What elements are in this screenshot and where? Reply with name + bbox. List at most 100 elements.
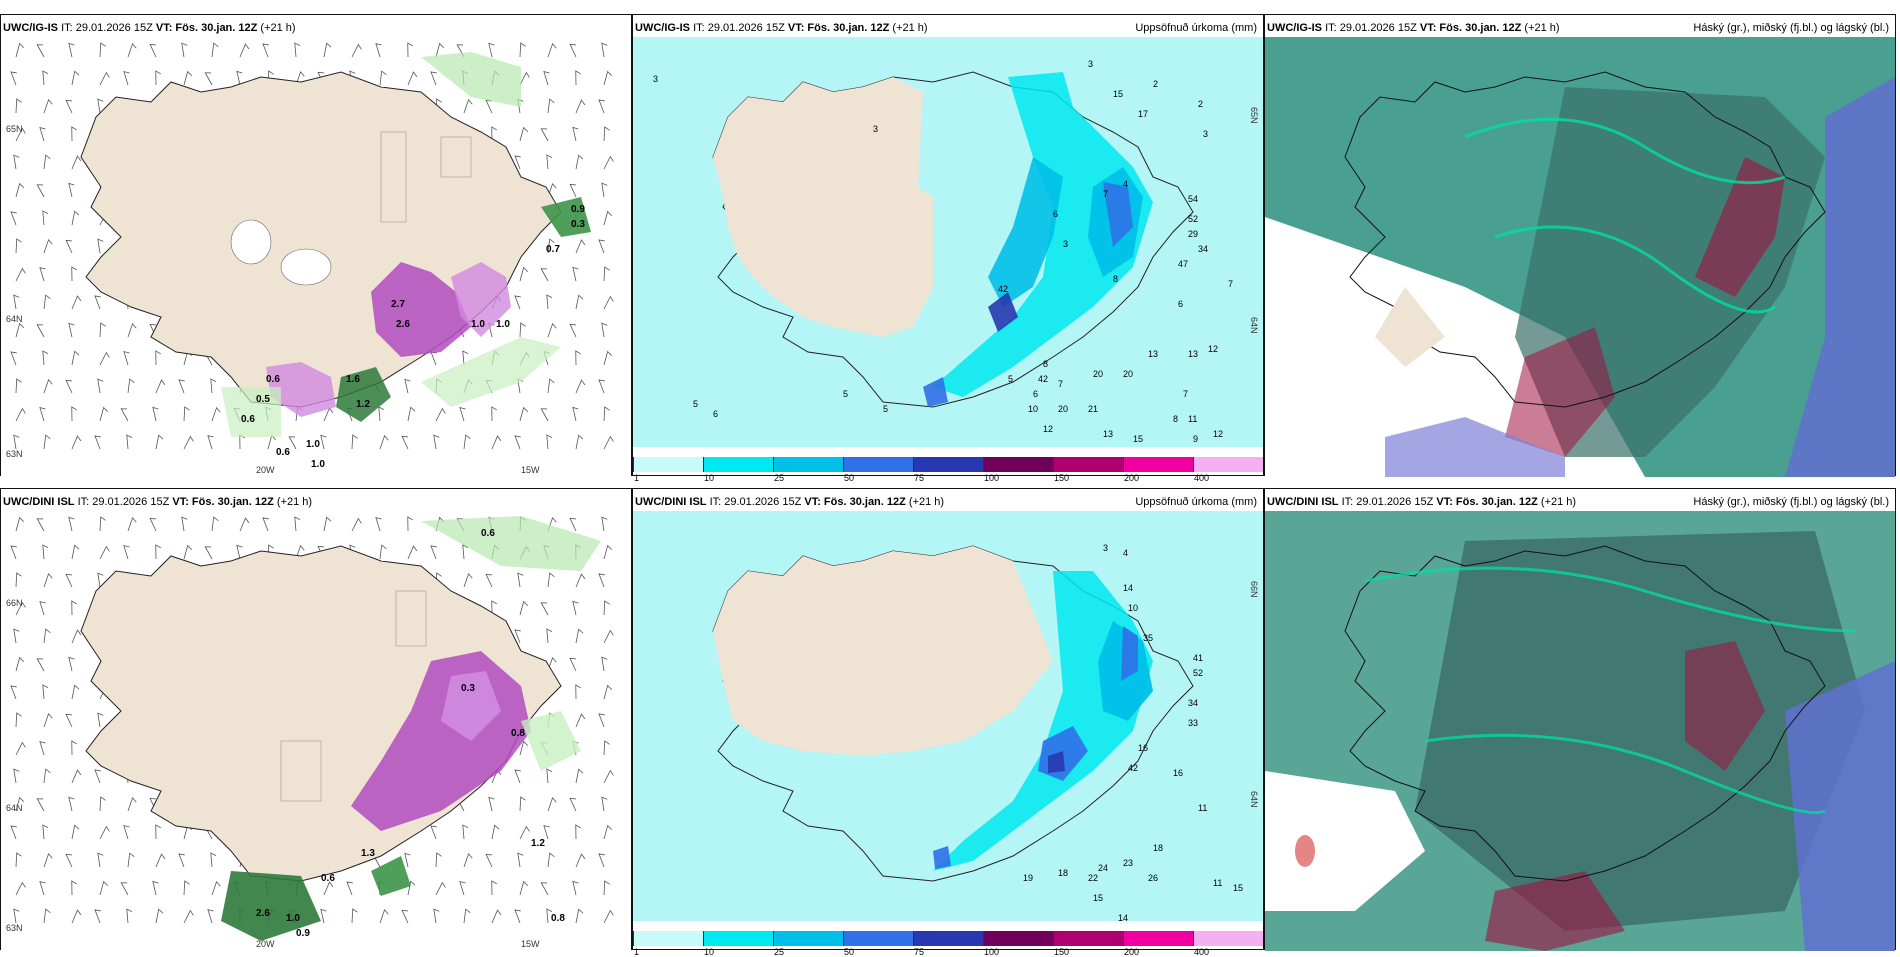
precip-colorbar: 1 10 25 50 75 100 150 200 400	[633, 457, 1263, 483]
colorbar-segment	[633, 457, 703, 472]
precip-value-label: 15	[1233, 883, 1243, 893]
wind-barb	[94, 435, 101, 450]
wind-barb	[514, 769, 521, 784]
wind-barb	[15, 98, 22, 114]
precip-value-label: 0.8	[511, 728, 525, 739]
precip-value-label: 20	[1058, 404, 1068, 414]
wind-barb	[71, 909, 82, 924]
wind-barb	[540, 882, 549, 896]
precip-value-label: 0.3	[461, 683, 475, 694]
wind-barb	[572, 266, 579, 282]
field-title: Uppsöfnuð úrkoma (mm)	[1135, 22, 1257, 34]
wind-barb	[295, 544, 305, 560]
precip-value-label: 0.5	[256, 394, 270, 405]
wind-barb	[10, 545, 17, 560]
precip-values: 0.90.30.72.72.6 1.0 1.00.60.50.61.21.60.61…	[241, 204, 585, 470]
map-cloud-cover	[1265, 511, 1895, 957]
precip-value-label: 3	[1088, 59, 1093, 69]
precip-value-label: 2.7	[391, 299, 405, 310]
wind-barb	[459, 881, 466, 896]
wind-barb	[43, 572, 53, 588]
wind-barb	[120, 408, 129, 422]
wind-barb	[97, 98, 104, 114]
wind-barb	[407, 406, 416, 422]
wind-barb	[15, 796, 24, 812]
wind-barb	[43, 238, 53, 254]
wind-barb	[39, 267, 46, 282]
precip-value-label: 22	[1088, 873, 1098, 883]
wind-barb	[575, 434, 584, 450]
wind-barb	[463, 852, 473, 868]
panel-header: UWC/DINI ISL IT: 29.01.2026 15Z VT: Fös.…	[3, 491, 627, 513]
wind-barb	[127, 322, 137, 338]
wind-barb	[65, 853, 73, 868]
wind-barb	[99, 322, 106, 338]
panel-top-left: UWC/IG-IS IT: 29.01.2026 15Z VT: Fös. 30…	[0, 14, 632, 477]
wind-barb	[519, 266, 528, 282]
wind-barb	[517, 852, 524, 868]
wind-barb	[65, 239, 73, 254]
wind-barb	[71, 406, 78, 422]
wind-barb	[575, 239, 586, 254]
wind-barb	[517, 572, 524, 588]
precip-value-label: 35	[1143, 633, 1153, 643]
precip-value-label: 0.8	[551, 913, 565, 924]
wind-barb	[15, 127, 26, 142]
wind-barb	[572, 406, 579, 422]
precip-value-label: 3	[873, 124, 878, 134]
wind-barb	[36, 798, 45, 812]
wind-barb	[97, 378, 104, 394]
wind-barb	[575, 853, 586, 868]
lead-time: (+21 h)	[1540, 496, 1577, 508]
wind-barb	[71, 266, 78, 282]
wind-barb	[569, 323, 577, 338]
wind-barb	[546, 908, 553, 924]
wind-barb	[575, 908, 584, 924]
colorbar-segment	[1123, 931, 1193, 946]
precip-value-label: 1.0	[286, 913, 300, 924]
wind-barb	[603, 684, 612, 700]
precip-shading	[933, 571, 1153, 871]
valid-time-label: VT:	[1436, 496, 1453, 508]
model-name: UWC/DINI ISL	[635, 496, 707, 508]
colorbar-tick: 75	[914, 473, 925, 483]
wind-barb	[97, 572, 104, 588]
wind-barb	[519, 406, 528, 422]
wind-barb	[71, 880, 78, 896]
lat-label: 65N	[1249, 107, 1259, 124]
valid-time: Fös. 30.jan. 12Z	[175, 22, 258, 34]
precip-values: 0.6 0.3 0.8 1.3 1.2 0.6 2.6 1.0 0.9 0.8	[256, 528, 565, 939]
precip-value-label: 1.0	[471, 319, 485, 330]
colorbar-segment	[983, 931, 1053, 946]
wind-barb	[99, 545, 110, 560]
wind-barb	[10, 211, 17, 226]
wind-barb	[71, 70, 80, 86]
wind-barb	[598, 99, 605, 114]
wind-barb	[126, 434, 133, 450]
wind-barb	[575, 713, 586, 728]
wind-barb	[39, 407, 46, 422]
precip-value-label: 10	[1028, 404, 1038, 414]
wind-barb	[204, 72, 213, 86]
init-time: IT: 29.01.2026 15Z	[693, 22, 785, 34]
precip-value-label: 42	[998, 284, 1008, 294]
wind-barb	[375, 43, 382, 58]
wind-barb	[547, 796, 557, 812]
wind-barb	[463, 434, 471, 450]
field-title: Háský (gr.), miðský (fj.bl.) og lágský (…	[1693, 22, 1889, 34]
colorbar-tick: 400	[1194, 473, 1210, 483]
dry-area	[713, 546, 1053, 756]
wind-barb	[236, 544, 243, 560]
wind-barb	[13, 154, 20, 170]
lon-label: 20W	[256, 465, 275, 475]
colorbar-segment	[843, 457, 913, 472]
precip-value-label: 15	[1133, 434, 1143, 444]
panel-header: UWC/DINI ISL IT: 29.01.2026 15Z VT: Fös.…	[1267, 491, 1891, 513]
wind-barb	[351, 517, 362, 532]
wind-barb	[99, 796, 106, 812]
wind-barb	[575, 154, 584, 170]
wind-barb	[13, 908, 20, 924]
wind-barb	[43, 434, 51, 450]
lat-label: 64N	[6, 314, 23, 324]
precip-value-label: 7	[1058, 379, 1063, 389]
